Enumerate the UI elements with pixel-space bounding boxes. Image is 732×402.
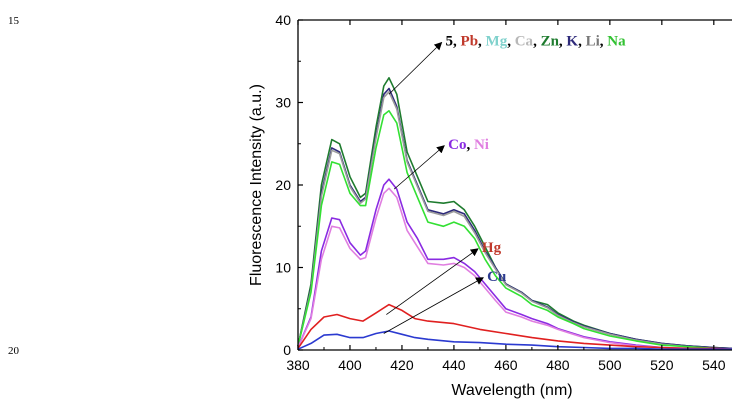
series-line-3 xyxy=(297,91,732,350)
annotation-part: Ca xyxy=(515,34,534,50)
x-tick-label-540: 540 xyxy=(702,357,726,373)
x-tick-label-440: 440 xyxy=(442,357,466,373)
annotation-part: 5 xyxy=(446,34,454,50)
x-tick-label-500: 500 xyxy=(598,357,622,373)
annotation-part: Hg xyxy=(482,240,502,256)
y-tick-label-0: 0 xyxy=(283,342,291,358)
y-tick-label-20: 20 xyxy=(275,177,291,193)
annotation-part: Cu xyxy=(487,269,506,285)
x-axis-label: Wavelength (nm) xyxy=(451,382,572,399)
x-tick-label-520: 520 xyxy=(650,357,674,373)
series-line-2 xyxy=(297,87,732,350)
y-axis-label: Fluorescence Intensity (a.u.) xyxy=(248,84,265,286)
annotation-part: Li xyxy=(586,34,600,50)
series-line-1 xyxy=(297,77,732,350)
annotation-part: , xyxy=(578,34,586,50)
series-line-7 xyxy=(297,303,732,350)
series-line-8 xyxy=(297,330,732,350)
annotations: 5, Pb, Mg, Ca, Zn, K, Li, Na Co, Ni Hg Cu xyxy=(383,34,627,334)
line-number-20: 20 xyxy=(8,345,20,357)
annotation-part: , xyxy=(507,34,515,50)
annotation-part: Ni xyxy=(474,137,489,153)
annotation-arrow-cu xyxy=(383,277,484,334)
annotation-part: Mg xyxy=(486,34,508,50)
x-tick-label-400: 400 xyxy=(338,357,362,373)
annotation-part: Zn xyxy=(541,34,560,50)
annotation-part: Na xyxy=(607,34,626,50)
annotation-part: , xyxy=(478,34,486,50)
annotation-label-cu: Cu xyxy=(487,269,506,285)
series-line-4 xyxy=(297,110,732,350)
annotation-label-group1: 5, Pb, Mg, Ca, Zn, K, Li, Na xyxy=(446,34,627,50)
line-number-15: 15 xyxy=(8,15,20,27)
annotation-label-group2: Co, Ni xyxy=(448,137,489,153)
annotation-part: , xyxy=(453,34,461,50)
axes: 380 400 420 440 460 480 500 520 540 0 10 20 30 40 xyxy=(275,12,732,373)
annotation-part: , xyxy=(559,34,567,50)
annotation-part: , xyxy=(466,137,474,153)
annotation-arrow-hg xyxy=(386,248,479,315)
annotation-part: , xyxy=(600,34,608,50)
plot-area xyxy=(297,77,732,350)
annotation-label-hg: Hg xyxy=(482,240,502,256)
y-tick-label-10: 10 xyxy=(275,260,291,276)
annotation-part: K xyxy=(566,34,578,50)
series-line-5 xyxy=(297,178,732,350)
series-line-6 xyxy=(297,187,732,350)
x-tick-label-460: 460 xyxy=(494,357,518,373)
x-tick-label-420: 420 xyxy=(390,357,414,373)
y-tick-label-30: 30 xyxy=(275,95,291,111)
annotation-arrow-group1 xyxy=(388,41,443,95)
y-tick-label-40: 40 xyxy=(275,12,291,28)
annotation-part: Pb xyxy=(461,34,479,50)
annotation-part: Co xyxy=(448,137,466,153)
annotation-part: , xyxy=(533,34,541,50)
x-tick-label-480: 480 xyxy=(546,357,570,373)
x-tick-label-380: 380 xyxy=(286,357,310,373)
annotation-arrow-group2 xyxy=(393,145,445,190)
